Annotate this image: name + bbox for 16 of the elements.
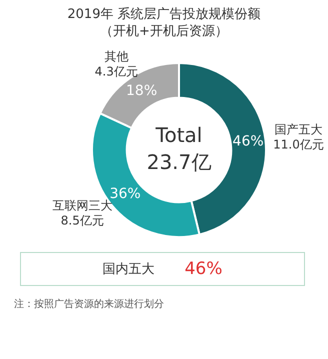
text: 46% <box>232 133 264 150</box>
chart-subtitle: （开机+开机后资源） <box>99 23 229 40</box>
data-label: 4.3亿元 <box>94 64 138 78</box>
data-label: 11.0亿元 <box>273 138 324 152</box>
text: 18% <box>126 82 158 99</box>
chart-title: 2019年 系统层广告投放规模份额 <box>66 6 262 23</box>
text: 23.7亿 <box>146 150 212 174</box>
slice-label: 互联网三大 <box>52 198 112 213</box>
slice-label: 其他 <box>104 49 128 64</box>
text: 注：按照广告资源的来源进行划分 <box>14 298 165 312</box>
slice-label: 国产五大 <box>274 122 323 137</box>
text: Total <box>154 123 202 148</box>
text: 36% <box>110 186 141 202</box>
text: 国内五大 <box>102 261 155 278</box>
text: 46% <box>184 259 222 279</box>
data-label: 8.5亿元 <box>60 214 104 228</box>
